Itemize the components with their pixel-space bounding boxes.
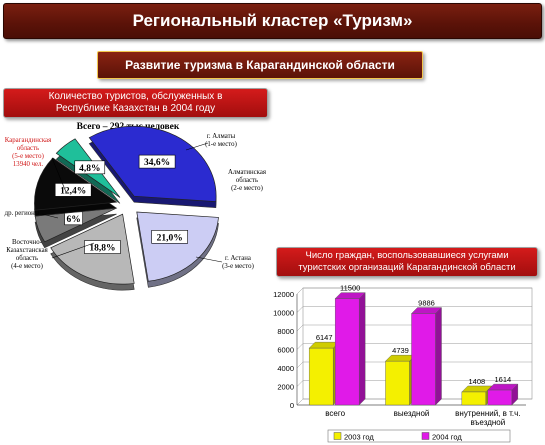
- connector-karaganda: [51, 157, 67, 193]
- pie-value-label: 18,8%: [89, 244, 115, 254]
- pie-value-label: 12,4%: [60, 186, 86, 196]
- connector-east-kz: [51, 242, 95, 259]
- pie-value-label: 21,0%: [157, 233, 183, 243]
- pie-value-label-box: [54, 183, 92, 197]
- connector-almaty: [185, 142, 209, 151]
- pie-chart-title-box: Количество туристов, обслуженных в Респу…: [3, 88, 268, 118]
- bar-chart-title-box: Число граждан, воспользовавшиеся услугам…: [276, 247, 538, 277]
- pie-value-label-box: [84, 240, 121, 254]
- pie-value-label: 4,8%: [79, 164, 100, 174]
- pie-label-astana: г. Астана (3-е место): [222, 255, 254, 270]
- main-title-banner: Региональный кластер «Туризм»: [3, 3, 542, 39]
- pie-value-label: 34,6%: [144, 158, 170, 168]
- main-title: Региональный кластер «Туризм»: [132, 11, 413, 30]
- pie-label-almaty-region: Алматинская область (2-е место): [228, 169, 266, 192]
- connector-other: [41, 213, 59, 219]
- subtitle: Развитие туризма в Карагандинской област…: [125, 58, 395, 72]
- subtitle-banner: Развитие туризма в Карагандинской област…: [97, 51, 423, 79]
- pie-label-other: др. регионы: [5, 210, 40, 217]
- pie-label-east-kz: Восточно-Казахстанская область (4-е место): [6, 239, 47, 270]
- pie-value-label-box: [74, 160, 106, 175]
- pie-label-karaganda: Карагандинская область (5-е место) 13940 че…: [5, 137, 51, 168]
- pie-value-label-box: [138, 154, 176, 169]
- connector-astana: [195, 256, 223, 263]
- pie-value-label: 6%: [66, 215, 80, 225]
- pie-value-label-box: [151, 230, 188, 244]
- pie-slice: [136, 211, 219, 282]
- pie-chart-title: Количество туристов, обслуженных в Респу…: [48, 91, 223, 114]
- pie-label-almaty: г. Алматы (1-е место): [205, 133, 237, 148]
- bar-chart-title: Число граждан, воспользовавшиеся услугам…: [298, 250, 516, 273]
